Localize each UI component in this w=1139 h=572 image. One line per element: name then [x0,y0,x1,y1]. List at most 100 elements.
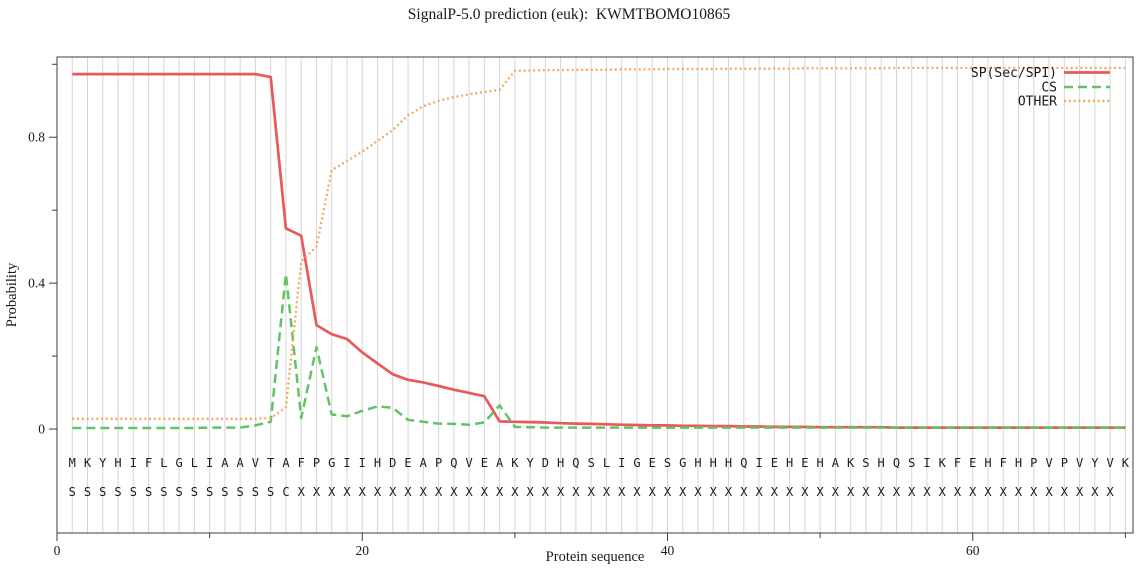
residue-letter: I [359,456,366,470]
residue-letter: H [374,456,381,470]
marker-letter: S [175,485,182,499]
residue-letter: Q [740,456,747,470]
marker-letter: X [527,485,535,499]
residue-letter: K [847,456,855,470]
residue-letter: P [313,456,320,470]
y-tick-label: 0 [38,422,45,437]
marker-letter: X [450,485,458,499]
residue-letter: H [984,456,991,470]
legend-label-sp-sec-spi: SP(Sec/SPI) [971,66,1057,81]
legend-label-other: OTHER [1018,95,1057,110]
marker-letter: X [1076,485,1084,499]
residue-letter: A [832,456,840,470]
marker-letter: S [114,485,121,499]
marker-letter: X [710,485,718,499]
residue-letter: P [1061,456,1068,470]
y-axis-label: Probability [4,262,20,327]
marker-letter: X [771,485,779,499]
marker-letter: X [511,485,519,499]
marker-letter: X [694,485,702,499]
residue-letter: E [649,456,656,470]
residue-letter: Y [527,456,535,470]
residue-letter: H [557,456,564,470]
residue-letter: D [389,456,396,470]
marker-letter: X [633,485,641,499]
marker-letter: X [465,485,473,499]
residue-letter: E [481,456,488,470]
marker-letter: S [252,485,259,499]
marker-letter: X [298,485,306,499]
residue-letter: I [130,456,137,470]
residue-letter: P [435,456,442,470]
x-tick-label: 40 [661,543,675,558]
residue-letter: V [1076,456,1083,470]
residue-letter: H [114,456,121,470]
marker-letter: X [1106,485,1114,499]
series-line-cs [72,272,1126,430]
residue-letter: H [817,456,824,470]
series-line-sp-sec-spi- [72,72,1126,429]
residue-letter: L [191,456,198,470]
marker-letter: X [862,485,870,499]
residue-letter: G [679,456,686,470]
marker-letter: X [1045,485,1053,499]
marker-letter: S [160,485,167,499]
marker-letter: X [847,485,855,499]
x-tick-label: 0 [54,543,61,558]
x-tick-label: 20 [355,543,369,558]
marker-letter: X [908,485,916,499]
residue-letter: H [725,456,732,470]
residue-letter: E [771,456,778,470]
marker-letter: S [130,485,137,499]
marker-letter: X [557,485,565,499]
marker-letter: X [817,485,825,499]
residue-letter: V [252,456,259,470]
marker-letter: X [618,485,626,499]
residue-letter: P [1030,456,1037,470]
residue-letter: D [542,456,549,470]
residue-letter: L [603,456,610,470]
residue-letter: I [923,456,930,470]
marker-letter: X [984,485,992,499]
marker-letter: X [359,485,367,499]
marker-letter: S [84,485,91,499]
residue-letter: F [1000,456,1007,470]
marker-letter: X [740,485,748,499]
residue-letter: G [175,456,182,470]
x-tick-label: 60 [966,543,980,558]
residue-letter: H [1015,456,1022,470]
marker-letter: S [206,485,213,499]
residue-letter: F [145,456,152,470]
marker-letter: S [237,485,244,499]
marker-letter: X [954,485,962,499]
marker-letter: X [1000,485,1008,499]
residue-letter: T [267,456,274,470]
residue-letter: F [954,456,961,470]
marker-letter: X [603,485,611,499]
marker-letter: X [755,485,763,499]
marker-letter: S [267,485,274,499]
marker-letter: X [1061,485,1069,499]
marker-letter: X [786,485,794,499]
residue-letter: L [160,456,167,470]
y-tick-label: 0.8 [28,130,45,145]
residue-letter: S [588,456,595,470]
marker-letter: X [328,485,336,499]
marker-letter: S [99,485,106,499]
marker-letter: X [649,485,657,499]
marker-letter: X [969,485,977,499]
marker-letter: X [923,485,931,499]
residue-letter: K [84,456,92,470]
marker-letter: X [389,485,397,499]
marker-letter: X [893,485,901,499]
residue-letter: H [786,456,793,470]
residue-letter: F [298,456,305,470]
residue-letter: K [939,456,947,470]
marker-letter: X [420,485,428,499]
marker-letter: C [282,485,289,499]
residue-letter: K [511,456,519,470]
residue-letter: V [1106,456,1113,470]
residue-letter: V [1045,456,1052,470]
